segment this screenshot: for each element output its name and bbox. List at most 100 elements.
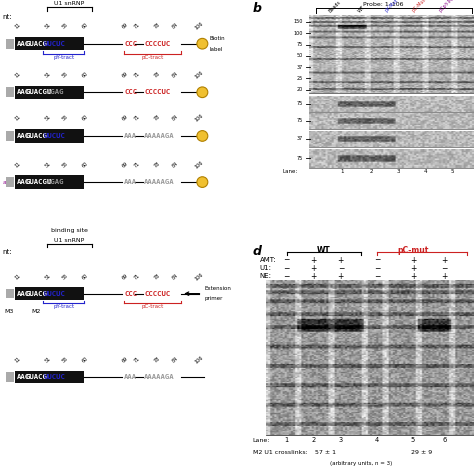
Text: 78: 78 — [153, 273, 161, 281]
Text: 69: 69 — [121, 22, 129, 30]
Text: AAAAAGA: AAAAAGA — [144, 179, 174, 185]
Text: AMT:: AMT: — [260, 257, 276, 263]
Text: M3: M3 — [5, 310, 14, 314]
Text: CCC: CCC — [124, 89, 137, 95]
Text: 60: 60 — [82, 71, 89, 79]
Text: (arbitrary units, n = 3): (arbitrary units, n = 3) — [330, 461, 392, 466]
Text: UUCUC: UUCUC — [44, 374, 65, 380]
Text: 51: 51 — [44, 114, 52, 122]
Text: pC-tract: pC-tract — [142, 304, 164, 309]
Text: 11: 11 — [14, 356, 22, 364]
Text: 84: 84 — [171, 356, 179, 364]
Text: pY-tract: pY-tract — [54, 304, 74, 309]
Text: −: − — [374, 255, 380, 264]
Text: 11: 11 — [14, 161, 22, 168]
Bar — [6, 372, 14, 382]
Text: +: + — [410, 264, 416, 273]
Bar — [6, 39, 14, 49]
Text: 150: 150 — [293, 19, 302, 24]
Text: UUCUC: UUCUC — [44, 41, 65, 47]
Text: nt:: nt: — [2, 249, 12, 255]
Text: 69: 69 — [121, 356, 129, 364]
Text: GUACGU: GUACGU — [26, 89, 52, 95]
Text: 78: 78 — [153, 22, 161, 30]
Text: 11: 11 — [14, 22, 22, 30]
Text: primer: primer — [205, 296, 223, 301]
Text: pC-mut: pC-mut — [397, 246, 429, 255]
Text: 37: 37 — [296, 64, 302, 70]
Text: 51: 51 — [44, 161, 52, 168]
Text: 3: 3 — [339, 438, 343, 444]
Text: −: − — [283, 264, 290, 273]
Text: +: + — [441, 272, 448, 281]
Text: AGAG: AGAG — [46, 179, 64, 185]
Text: 84: 84 — [171, 161, 179, 168]
Text: +: + — [310, 272, 317, 281]
Text: 78: 78 — [153, 356, 161, 364]
Text: AAC: AAC — [17, 133, 30, 139]
Text: Probe: 1–106: Probe: 1–106 — [364, 2, 404, 8]
Text: −: − — [374, 272, 380, 281]
Text: 51: 51 — [44, 71, 52, 79]
Text: 11: 11 — [14, 114, 22, 122]
Bar — [6, 289, 14, 299]
Text: 106: 106 — [194, 113, 205, 123]
Text: AAC: AAC — [17, 179, 30, 185]
Text: 69: 69 — [121, 114, 129, 122]
Text: pY-tract: pY-tract — [54, 55, 74, 60]
Text: U1 snRNP: U1 snRNP — [55, 238, 85, 243]
Circle shape — [197, 131, 208, 141]
Text: 57 ± 1: 57 ± 1 — [315, 449, 336, 455]
Text: 5: 5 — [411, 438, 415, 444]
Text: GUACG: GUACG — [26, 374, 48, 380]
Bar — [6, 177, 14, 187]
Text: 55: 55 — [62, 114, 69, 122]
Text: pCpY-Mut: pCpY-Mut — [438, 0, 458, 13]
Text: 84: 84 — [171, 114, 179, 122]
Text: GUACG: GUACG — [26, 41, 48, 47]
Bar — [309, 96, 474, 112]
Text: 84: 84 — [171, 71, 179, 79]
Text: AAC: AAC — [17, 374, 30, 380]
Text: CCC: CCC — [124, 291, 137, 297]
Text: 60: 60 — [82, 273, 89, 281]
Text: UUCUC: UUCUC — [44, 291, 65, 297]
Text: 69: 69 — [121, 273, 129, 281]
Text: AAA: AAA — [124, 374, 137, 380]
Text: 55: 55 — [62, 161, 69, 168]
Text: 69: 69 — [121, 161, 129, 168]
Text: 71: 71 — [134, 356, 141, 364]
Text: 78: 78 — [153, 71, 161, 79]
Text: 51: 51 — [44, 22, 52, 30]
Text: 1: 1 — [340, 169, 344, 173]
Text: U1 snRNP: U1 snRNP — [55, 1, 85, 6]
Text: 2: 2 — [311, 438, 316, 444]
Text: 106: 106 — [194, 70, 205, 80]
Text: +: + — [310, 255, 317, 264]
Text: 37: 37 — [296, 137, 302, 142]
Text: U1:: U1: — [260, 265, 272, 271]
Bar — [15, 86, 84, 99]
Text: 75: 75 — [296, 118, 302, 123]
Text: UUCUC: UUCUC — [44, 133, 65, 139]
Bar — [309, 131, 474, 147]
Text: 69: 69 — [121, 71, 129, 78]
Circle shape — [197, 177, 208, 187]
Text: 100: 100 — [293, 31, 302, 36]
Text: 3: 3 — [397, 169, 400, 173]
Text: 84: 84 — [171, 273, 179, 281]
Bar — [15, 129, 84, 143]
Text: 11: 11 — [14, 71, 22, 79]
Text: −: − — [441, 264, 448, 273]
Text: 11: 11 — [14, 273, 22, 281]
Text: AAC: AAC — [17, 41, 30, 47]
Text: pC-tract: pC-tract — [142, 55, 164, 60]
Bar — [309, 16, 474, 93]
Text: binding site: binding site — [51, 228, 88, 233]
Text: 2: 2 — [370, 169, 373, 173]
Text: 78: 78 — [153, 114, 161, 122]
Text: AAAAAGA: AAAAAGA — [144, 133, 174, 139]
Text: 106: 106 — [194, 159, 205, 169]
Text: M2 U1 crosslinks:: M2 U1 crosslinks: — [253, 449, 308, 455]
Text: 55: 55 — [62, 356, 69, 364]
